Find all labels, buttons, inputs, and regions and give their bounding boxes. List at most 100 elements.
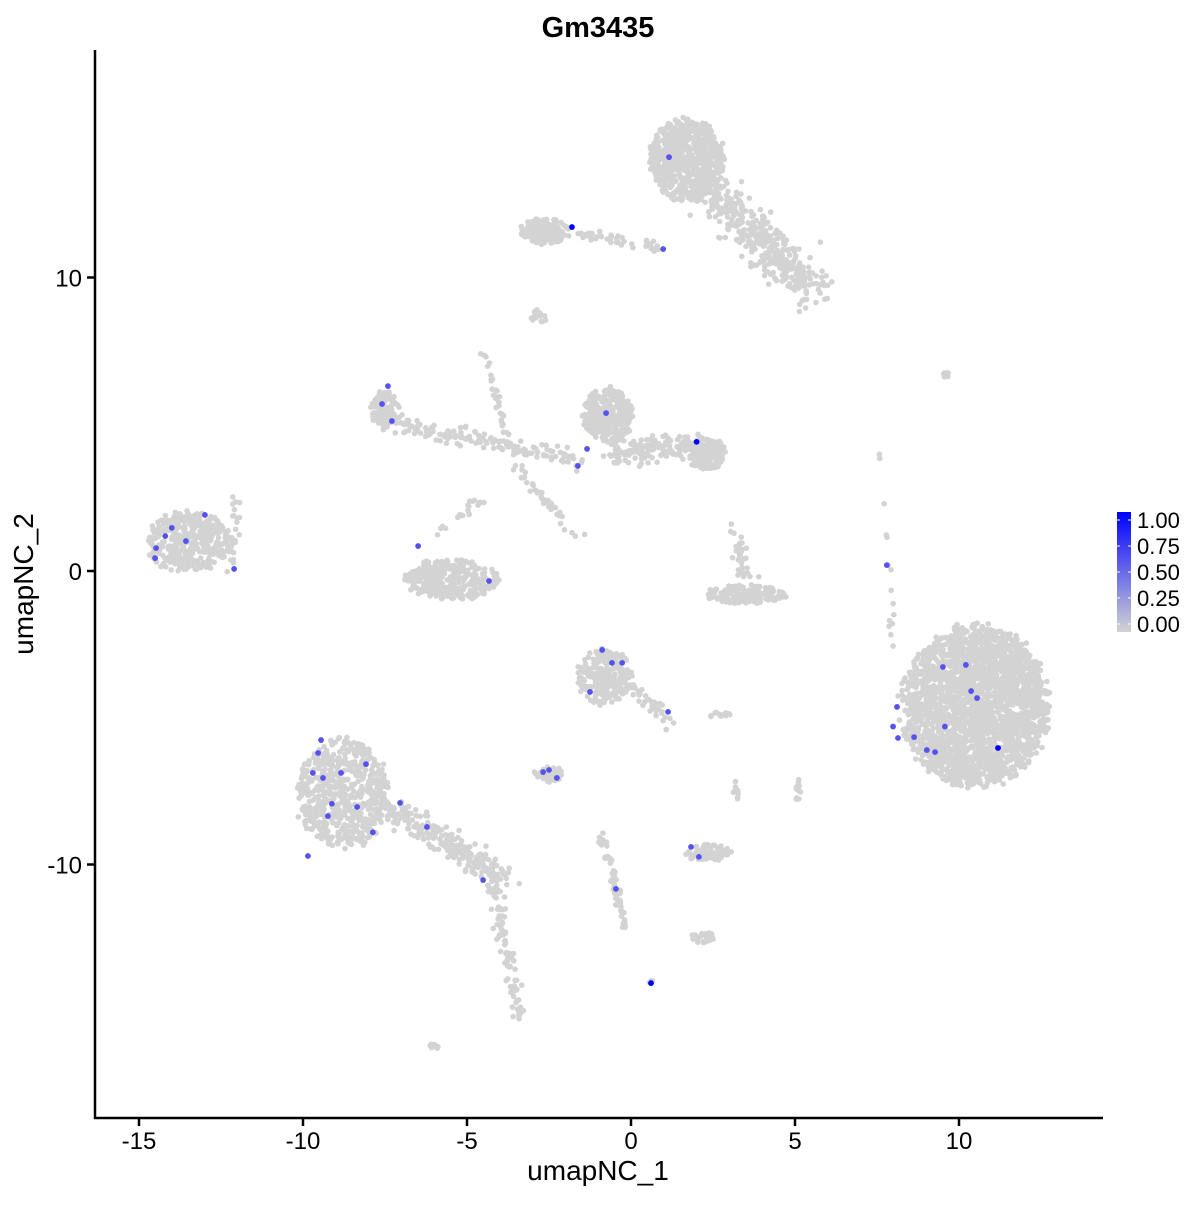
cell-point [767, 224, 774, 231]
cell-point [1011, 637, 1018, 643]
cell-point [995, 762, 1002, 769]
cell-point [736, 211, 742, 217]
cell-point [918, 757, 924, 763]
cell-point [489, 376, 496, 383]
cell-point [417, 430, 424, 436]
cell-point [950, 773, 957, 780]
cell-point [942, 684, 948, 691]
cell-point [772, 230, 778, 236]
cell-point [480, 444, 487, 451]
cell-point [627, 412, 633, 419]
cell-point [1030, 663, 1036, 669]
cell-point [519, 467, 525, 473]
cell-point [668, 181, 675, 187]
cell-point [472, 428, 478, 435]
cell-point [430, 428, 436, 435]
cell-point [958, 629, 964, 636]
cell-point [969, 781, 975, 788]
cell-point [912, 666, 919, 673]
cell-point [772, 256, 778, 262]
cell-point [1000, 781, 1006, 787]
cell-point [660, 189, 666, 195]
cell-point [411, 430, 418, 437]
cell-point [490, 440, 496, 446]
cell-point [740, 227, 747, 233]
cell-point [757, 206, 764, 213]
cell-point [469, 498, 476, 505]
cell-point [1025, 709, 1032, 715]
cell-point [937, 770, 943, 777]
cell-point [695, 431, 701, 438]
cell-point [774, 235, 780, 242]
cell-point [598, 233, 605, 240]
cell-point [671, 191, 677, 198]
cell-point [652, 169, 658, 175]
cell-point [534, 449, 541, 456]
cell-point [694, 147, 701, 153]
cell-point [725, 188, 731, 195]
cell-point [729, 216, 735, 223]
cell-point [1025, 759, 1032, 766]
cell-point [1007, 648, 1014, 655]
cell-point [538, 238, 545, 244]
cell-point [1028, 720, 1035, 727]
cell-point [650, 238, 657, 245]
cell-point [1008, 735, 1014, 741]
cell-point [621, 451, 627, 458]
cell-point [484, 363, 491, 370]
cell-point [1026, 694, 1032, 700]
cell-point [539, 225, 545, 232]
cell-point [954, 708, 961, 714]
cell-point [1037, 667, 1044, 674]
cell-point [557, 449, 564, 456]
cell-point [910, 741, 916, 748]
cell-point [557, 509, 563, 516]
cell-point [682, 447, 689, 454]
cell-point [649, 433, 656, 439]
cell-point [965, 651, 972, 657]
cell-point [772, 250, 779, 256]
cell-point [951, 657, 957, 663]
cell-point [551, 216, 557, 223]
cell-point [375, 411, 382, 418]
cell-point [1035, 695, 1042, 702]
cell-point [614, 430, 620, 436]
cell-point [925, 768, 932, 775]
cell-point [957, 734, 963, 740]
cell-point [750, 212, 757, 218]
cell-point [972, 728, 978, 735]
cell-point [931, 667, 938, 674]
cell-point [999, 730, 1005, 736]
cell-point [382, 412, 389, 419]
cell-point [687, 212, 693, 218]
cell-point [557, 520, 564, 527]
cell-point [525, 227, 532, 233]
cell-point [987, 670, 993, 677]
cell-point [965, 706, 971, 713]
cell-point [924, 647, 930, 653]
cell-point [517, 438, 524, 444]
cell-point [645, 460, 651, 466]
cell-point [630, 244, 636, 251]
cell-point [957, 664, 964, 671]
cell-point [581, 411, 588, 418]
cell-point [930, 646, 936, 653]
cell-point [968, 711, 975, 718]
cell-point [768, 243, 775, 250]
cell-point [437, 438, 444, 444]
cell-point [383, 418, 389, 424]
cell-point [954, 721, 961, 728]
cell-point [952, 683, 959, 689]
cell-point [760, 243, 766, 249]
cell-point [649, 246, 655, 252]
cell-point [527, 488, 533, 495]
cell-point [715, 234, 722, 241]
cell-point [1000, 737, 1007, 743]
cell-point [546, 227, 552, 233]
cell-point [548, 506, 554, 513]
cell-point [574, 468, 580, 474]
cell-point [1011, 700, 1017, 707]
cell-point [944, 766, 950, 773]
cell-point [813, 280, 820, 287]
cell-point [952, 715, 959, 721]
